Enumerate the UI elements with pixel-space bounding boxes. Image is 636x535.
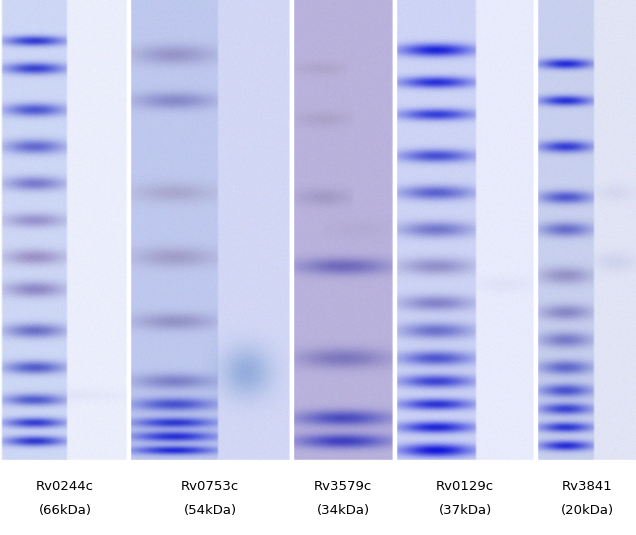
Text: Rv3579c: Rv3579c xyxy=(314,480,372,493)
Bar xyxy=(393,0,396,535)
Text: (66kDa): (66kDa) xyxy=(39,504,92,517)
Bar xyxy=(0,460,636,535)
Text: Rv3841: Rv3841 xyxy=(562,480,612,493)
Text: (34kDa): (34kDa) xyxy=(317,504,370,517)
Text: (37kDa): (37kDa) xyxy=(438,504,492,517)
Text: Rv0129c: Rv0129c xyxy=(436,480,494,493)
Text: (54kDa): (54kDa) xyxy=(183,504,237,517)
Bar xyxy=(534,0,537,535)
Bar xyxy=(290,0,293,535)
Text: (20kDa): (20kDa) xyxy=(560,504,614,517)
Text: Rv0244c: Rv0244c xyxy=(36,480,94,493)
Bar xyxy=(127,0,130,535)
Text: Rv0753c: Rv0753c xyxy=(181,480,239,493)
